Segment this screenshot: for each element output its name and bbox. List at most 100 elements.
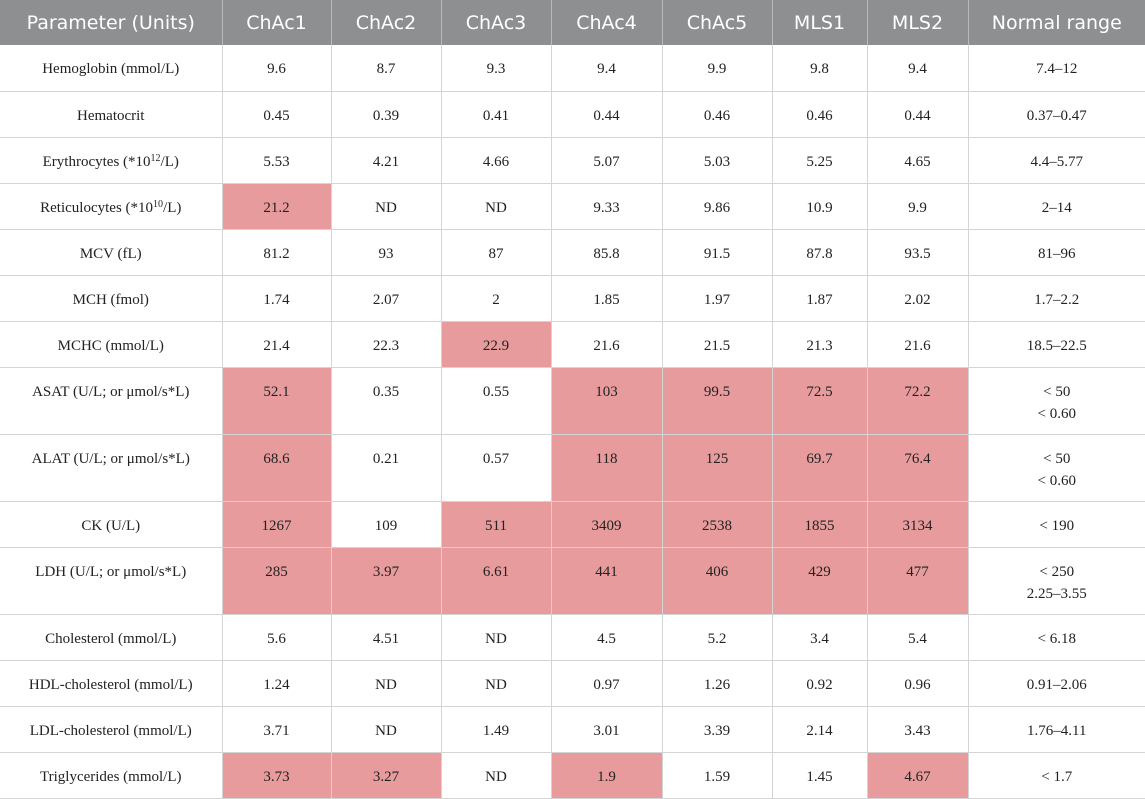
header-chac5: ChAc5 — [662, 0, 773, 45]
parameter-cell: Cholesterol (mmol/L) — [0, 614, 223, 661]
parameter-label: MCHC (mmol/L) — [57, 337, 164, 354]
value-cell: 93 — [331, 229, 442, 276]
parameter-label: Hematocrit — [77, 107, 145, 124]
value-cell: 0.46 — [772, 91, 868, 138]
parameter-label: HDL-cholesterol (mmol/L) — [28, 676, 193, 693]
value-cell: 9.3 — [441, 45, 552, 92]
normal-range-cell: 81–96 — [968, 229, 1145, 276]
header-mls2: MLS2 — [867, 0, 969, 45]
table-body: Hemoglobin (mmol/L) 9.6 8.7 9.3 9.4 9.9 9.8 9.4… — [0, 45, 1145, 799]
normal-range-value: < 50 — [1043, 383, 1071, 400]
value-cell: 9.6 — [222, 45, 332, 92]
value-cell: 9.86 — [662, 183, 773, 230]
value-cell: 3.27 — [331, 752, 442, 799]
value-cell: 93.5 — [867, 229, 969, 276]
table-row: HDL-cholesterol (mmol/L) 1.24 ND ND 0.97 1.26… — [0, 660, 1145, 707]
table-row: LDL-cholesterol (mmol/L) 3.71 ND 1.49 3.01 3.… — [0, 706, 1145, 753]
normal-range-value: 1.76–4.11 — [1027, 722, 1087, 739]
value-cell: 5.53 — [222, 137, 332, 184]
normal-range-value: 81–96 — [1038, 245, 1076, 262]
value-cell: 0.92 — [772, 660, 868, 707]
normal-range-cell: 0.37–0.47 — [968, 91, 1145, 138]
parameter-label: Hemoglobin (mmol/L) — [42, 61, 180, 77]
value-cell: 1.26 — [662, 660, 773, 707]
parameter-label: Reticulocytes (*10 — [40, 199, 154, 216]
header-parameter: Parameter (Units) — [0, 0, 223, 45]
value-cell: 0.39 — [331, 91, 442, 138]
table-row: ASAT (U/L; or μmol/s*L) 52.1 0.35 0.55 103 99… — [0, 367, 1145, 435]
value-cell: 3409 — [551, 501, 663, 548]
parameter-cell: CK (U/L) — [0, 501, 223, 548]
table-row: MCHC (mmol/L) 21.4 22.3 22.9 21.6 21.5 21.3 21.… — [0, 321, 1145, 368]
value-cell: 0.44 — [551, 91, 663, 138]
value-cell: 3134 — [867, 501, 969, 548]
parameter-label: LDH (U/L; or μmol/s*L) — [35, 563, 187, 580]
normal-range-value: 0.91–2.06 — [1026, 676, 1087, 693]
parameter-cell: Triglycerides (mmol/L) — [0, 752, 223, 799]
normal-range-value: 7.4–12 — [1036, 61, 1078, 77]
value-cell: 2.14 — [772, 706, 868, 753]
value-cell: 1.49 — [441, 706, 552, 753]
parameter-cell: ASAT (U/L; or μmol/s*L) — [0, 367, 223, 435]
header-chac1: ChAc1 — [222, 0, 332, 45]
value-cell: 9.4 — [867, 45, 969, 92]
value-cell: 0.35 — [331, 367, 442, 435]
value-cell: 10.9 — [772, 183, 868, 230]
parameter-unit: /L) — [160, 153, 179, 170]
value-cell: 22.3 — [331, 321, 442, 368]
value-cell: 406 — [662, 547, 773, 615]
value-cell: 511 — [441, 501, 552, 548]
value-cell: 3.97 — [331, 547, 442, 615]
header-row: Parameter (Units) ChAc1 ChAc2 ChAc3 ChAc… — [0, 0, 1145, 45]
value-cell: 1.74 — [222, 275, 332, 322]
normal-range-value: 4.4–5.77 — [1030, 153, 1084, 170]
normal-range-value: < 50 — [1043, 450, 1071, 467]
value-cell: 9.9 — [867, 183, 969, 230]
value-cell: 81.2 — [222, 229, 332, 276]
parameter-cell: Reticulocytes (*1010/L) — [0, 183, 223, 230]
parameter-cell: Hemoglobin (mmol/L) — [0, 45, 223, 92]
parameter-label: ALAT (U/L; or μmol/s*L) — [31, 450, 190, 467]
value-cell: 1267 — [222, 501, 332, 548]
value-cell: 1.45 — [772, 752, 868, 799]
value-cell: 0.45 — [222, 91, 332, 138]
table-row: MCH (fmol) 1.74 2.07 2 1.85 1.97 1.87 2.02 1.7–2… — [0, 275, 1145, 322]
value-cell: 76.4 — [867, 434, 969, 502]
value-cell: 4.51 — [331, 614, 442, 661]
value-cell: 477 — [867, 547, 969, 615]
value-cell: 5.03 — [662, 137, 773, 184]
header-mls1: MLS1 — [772, 0, 868, 45]
value-cell: 1.85 — [551, 275, 663, 322]
value-cell: 2538 — [662, 501, 773, 548]
value-cell: 4.67 — [867, 752, 969, 799]
normal-range-cell: 1.7–2.2 — [968, 275, 1145, 322]
normal-range-cell: < 50 < 0.60 — [968, 434, 1145, 502]
normal-range-value: < 0.60 — [1037, 472, 1076, 489]
value-cell: 125 — [662, 434, 773, 502]
table-row: LDH (U/L; or μmol/s*L) 285 3.97 6.61 441 406 4… — [0, 547, 1145, 615]
value-cell: 0.41 — [441, 91, 552, 138]
value-cell: 5.07 — [551, 137, 663, 184]
parameter-cell: MCV (fL) — [0, 229, 223, 276]
value-cell: 72.5 — [772, 367, 868, 435]
normal-range-value: 1.7–2.2 — [1034, 291, 1080, 308]
value-cell: 5.6 — [222, 614, 332, 661]
value-cell: 5.2 — [662, 614, 773, 661]
value-cell: 9.33 — [551, 183, 663, 230]
value-cell: 2 — [441, 275, 552, 322]
parameter-label: Erythrocytes (*10 — [42, 153, 151, 170]
normal-range-cell: 1.76–4.11 — [968, 706, 1145, 753]
value-cell: 4.65 — [867, 137, 969, 184]
normal-range-cell: 18.5–22.5 — [968, 321, 1145, 368]
value-cell: 99.5 — [662, 367, 773, 435]
value-cell: 109 — [331, 501, 442, 548]
value-cell: ND — [331, 706, 442, 753]
normal-range-value: < 0.60 — [1037, 405, 1076, 422]
value-cell: ND — [441, 183, 552, 230]
normal-range-value: 2.25–3.55 — [1026, 585, 1087, 602]
value-cell: 0.57 — [441, 434, 552, 502]
value-cell: 0.55 — [441, 367, 552, 435]
normal-range-value: 2–14 — [1041, 199, 1072, 216]
value-cell: 0.44 — [867, 91, 969, 138]
